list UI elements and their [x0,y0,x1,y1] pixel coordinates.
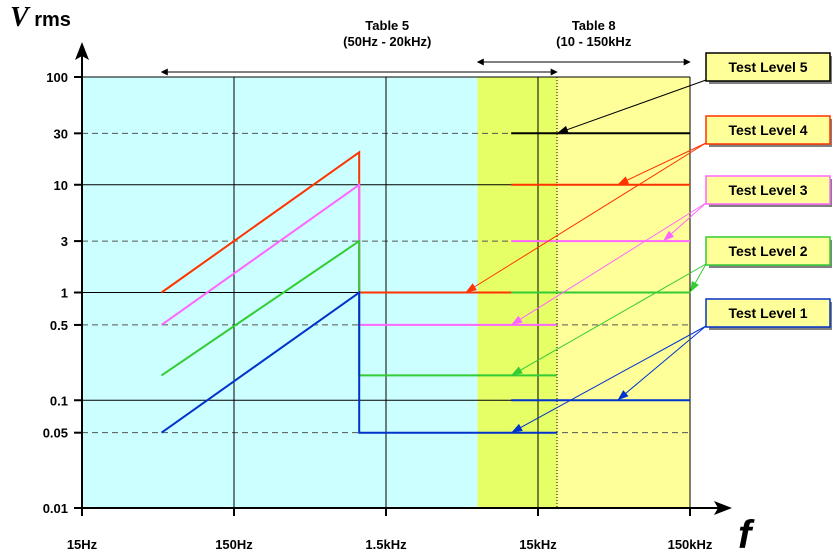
y-tick-label: 0.01 [43,501,68,516]
series-line-test-level-1 [160,290,557,434]
legend-pointer [617,142,707,186]
legend-label: Test Level 2 [728,243,807,259]
legend-box [705,52,831,82]
x-axis-label: f [738,513,755,557]
y-tick-label: 10 [54,178,68,193]
legend-box [705,236,831,266]
legend-pointer [510,325,707,434]
axes: 100 30 10 3 1 0.5 0.1 0.05 0.01 15Hz 150Hz 1.5kHz 15… [10,2,755,557]
y-tick-label: 3 [61,234,68,249]
legend-pointer-arrowhead [557,125,569,134]
legend-pointer [510,263,707,376]
legend-pointer-arrowhead [511,423,523,433]
legend-pointer-arrowhead [465,283,477,293]
legend-pointer-arrowhead [690,281,699,293]
range-subtitle: (10 - 150kHz [556,34,632,49]
legend-label: Test Level 4 [728,122,807,138]
legend: Test Level 5 Test Level 4 Test Level 3 Test… [465,52,832,434]
range-title: Table 5 [365,18,409,33]
y-tick-label: 0.1 [50,393,68,408]
legend-box [705,175,831,205]
series-group [160,132,690,434]
legend-box [705,298,831,328]
range-annotations: Table 5(50Hz - 20kHz) Table 8(10 - 150kHz [160,18,691,76]
legend-box [705,115,831,145]
legend-pointer [617,325,707,401]
x-tick-label: 15Hz [67,537,98,552]
range-title: Table 8 [572,18,616,33]
legend-pointer-arrowhead [511,366,523,376]
legend-pointer-arrowhead [663,230,675,242]
y-tick-label: 0.05 [43,426,68,441]
range-subtitle: (50Hz - 20kHz) [343,34,431,49]
legend-label: Test Level 5 [728,59,807,75]
legend-pointer-arrowhead [617,390,629,401]
y-axis-arrow [75,42,89,60]
y-tick-label: 0.5 [50,318,68,333]
legend-pointer-arrowhead [511,315,523,325]
legend-pointer [510,202,707,326]
y-axis-label: V rms [10,2,71,33]
legend-pointer [556,79,707,134]
x-tick-label: 15kHz [519,537,557,552]
legend-pointer [465,142,707,293]
y-tick-label: 1 [61,286,68,301]
y-tick-label: 30 [54,126,68,141]
legend-label: Test Level 1 [728,305,807,321]
y-tick-label: 100 [46,70,68,85]
legend-label: Test Level 3 [728,182,807,198]
x-tick-label: 150kHz [668,537,713,552]
x-tick-label: 150Hz [215,537,253,552]
x-tick-label: 1.5kHz [365,537,407,552]
x-axis-arrow [714,501,732,515]
legend-pointer-arrowhead [617,176,630,185]
